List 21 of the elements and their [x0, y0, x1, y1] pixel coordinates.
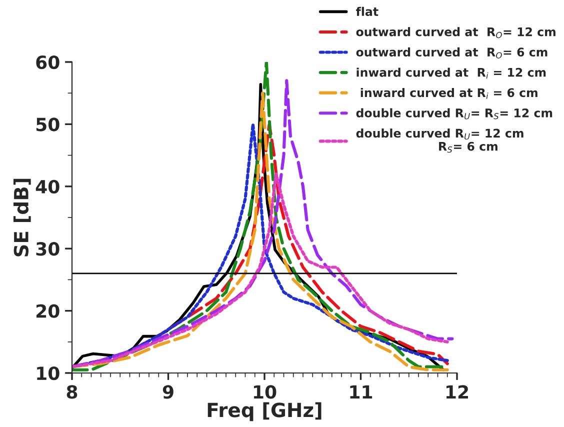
x-tick-label: 8	[66, 385, 78, 399]
y-tick-label: 50	[36, 118, 60, 132]
legend-label: outward curved at R$_{O}$= 6 cm	[356, 47, 548, 58]
legend-label: inward curved at R$_{i}$ = 6 cm	[360, 88, 538, 99]
legend-label: flat	[356, 6, 378, 16]
y-tick-label: 20	[36, 304, 60, 318]
legend-label: double curved R$_{U}$= R$_{S}$= 12 cm	[356, 108, 552, 120]
line-series	[72, 172, 449, 368]
y-tick-label: 10	[37, 366, 60, 380]
x-axis-title: Freq [GHz]	[208, 402, 322, 422]
x-tick-label: 10	[254, 385, 276, 399]
y-tick-label: 40	[36, 180, 60, 194]
y-tick-label: 30	[36, 242, 60, 256]
legend-label: outward curved at R$_{O}$= 12 cm	[356, 27, 556, 38]
x-tick-label: 12	[446, 385, 468, 399]
legend-label: inward curved at R$_{i}$ = 12 cm	[356, 68, 546, 79]
x-tick-label: 11	[350, 385, 372, 399]
y-axis-title: SE [dB]	[13, 178, 31, 256]
y-tick-label: 60	[36, 55, 60, 70]
x-tick-label: 9	[162, 385, 174, 399]
text: double curved R$_{U}$= 12 cm R$_{S}$= 6 cm	[356, 128, 524, 153]
